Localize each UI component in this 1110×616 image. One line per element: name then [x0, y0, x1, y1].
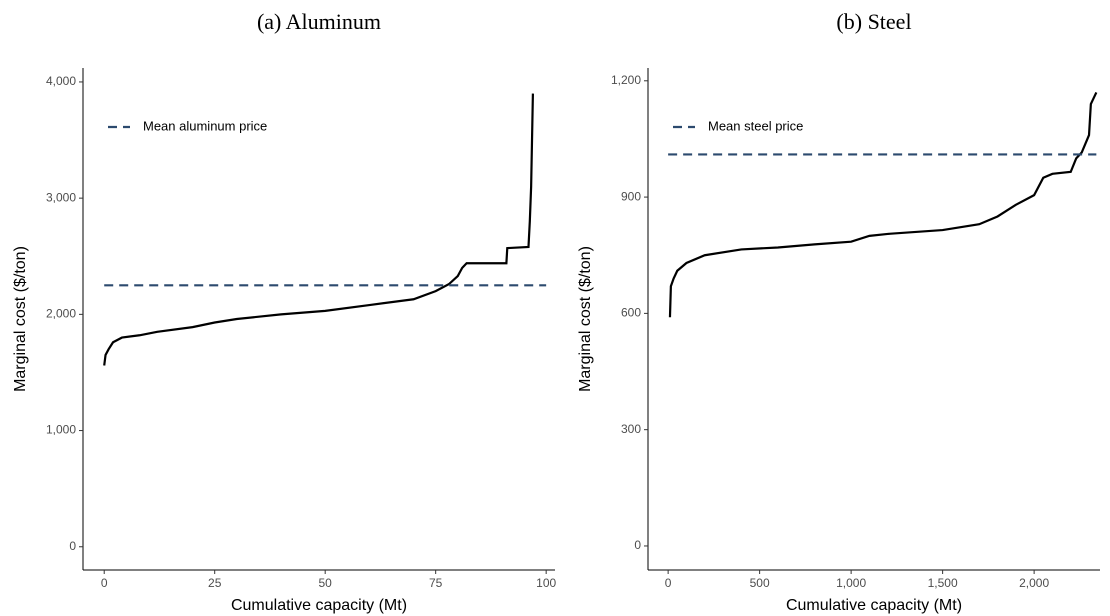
legend-label: Mean steel price — [708, 118, 803, 133]
y-tick-label: 4,000 — [46, 74, 76, 88]
x-tick-label: 100 — [536, 576, 556, 590]
y-tick-label: 600 — [621, 306, 641, 320]
y-tick-label: 2,000 — [46, 307, 76, 321]
x-tick-label: 25 — [208, 576, 222, 590]
x-axis-label: Cumulative capacity (Mt) — [231, 597, 407, 614]
y-tick-label: 1,200 — [611, 73, 641, 87]
x-tick-label: 1,000 — [836, 576, 866, 590]
x-axis-label: Cumulative capacity (Mt) — [786, 597, 962, 614]
y-tick-label: 3,000 — [46, 190, 76, 204]
x-tick-label: 500 — [750, 576, 770, 590]
x-tick-label: 0 — [101, 576, 108, 590]
y-tick-label: 1,000 — [46, 423, 76, 437]
x-tick-label: 50 — [319, 576, 333, 590]
x-tick-label: 0 — [665, 576, 672, 590]
panel-title: (a) Aluminum — [257, 9, 381, 34]
x-tick-label: 1,500 — [928, 576, 958, 590]
panel-title: (b) Steel — [836, 9, 911, 34]
x-tick-label: 2,000 — [1019, 576, 1049, 590]
y-axis-label: Marginal cost ($/ton) — [577, 246, 594, 392]
y-tick-label: 0 — [634, 538, 641, 552]
y-tick-label: 0 — [69, 539, 76, 553]
cost-curve — [668, 91, 1098, 318]
legend-label: Mean aluminum price — [143, 118, 267, 133]
y-tick-label: 300 — [621, 422, 641, 436]
cost-curve — [103, 93, 535, 366]
y-axis-label: Marginal cost ($/ton) — [12, 246, 29, 392]
x-tick-label: 75 — [429, 576, 443, 590]
y-tick-label: 900 — [621, 189, 641, 203]
